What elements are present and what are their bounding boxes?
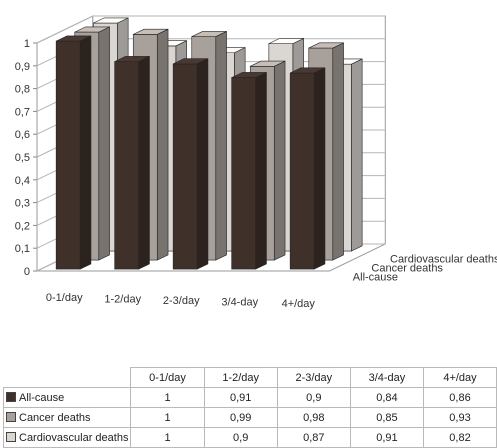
bar-front: [289, 72, 315, 270]
bar-side: [351, 58, 363, 252]
table-cell: 0,84: [349, 387, 425, 408]
y-tick-label: 0,7: [15, 106, 30, 118]
x-tick-label: 2-3/day: [163, 295, 200, 307]
table-row-label: Cardiovascular deaths: [2, 427, 132, 448]
bar-front: [55, 40, 81, 270]
bar-top: [231, 72, 267, 78]
y-tick-label: 0: [24, 266, 30, 278]
depth-axis-label: All-cause: [353, 272, 398, 284]
table-header-0: 0-1/day: [130, 367, 205, 388]
table-header-2: 2-3/day: [276, 367, 351, 388]
bar-top: [191, 31, 227, 37]
table-row-all-cause: All-cause 1 0,91 0,9 0,84 0,86: [2, 387, 497, 408]
bar-side: [196, 58, 209, 270]
data-table: 0-1/day 1-2/day 2-3/day 3/4-day 4+/day A…: [2, 367, 497, 448]
bar: [289, 67, 326, 270]
y-tick-label: 0,6: [15, 129, 30, 141]
legend-swatch-all-cause: [6, 391, 16, 402]
bar-side: [79, 35, 92, 270]
bar-top: [173, 58, 209, 65]
y-tick-label: 0,1: [15, 243, 30, 255]
bar-side: [273, 60, 286, 261]
bar: [114, 55, 150, 270]
table-cell: 1: [130, 407, 205, 428]
bar-side: [156, 28, 169, 261]
table-row-label: All-cause: [2, 387, 132, 408]
legend-swatch-cancer: [6, 411, 16, 422]
table-cell: 1: [130, 387, 205, 408]
bar-top: [133, 28, 169, 35]
table-row-label-text: All-cause: [19, 391, 65, 404]
bar-side: [255, 71, 267, 270]
bar-top: [290, 67, 326, 74]
table-row-cardiovascular-deaths: Cardiovascular deaths 1 0,9 0,87 0,91 0,…: [2, 427, 497, 448]
bar: [172, 58, 209, 270]
bar-top: [268, 38, 304, 44]
table-cell: 0,85: [349, 407, 425, 428]
legend-swatch-cardiovascular: [6, 431, 16, 442]
bar-side: [138, 55, 150, 270]
x-tick-label: 3/4-day: [221, 297, 258, 309]
y-tick-label: 0,3: [15, 198, 30, 210]
bar-chart-3d: 0 0,1 0,2 0,3 0,4 0,5 0,6 0,7 0,8 0,9 1 0-1/day 1-2/…: [15, 15, 497, 310]
bar-top: [74, 26, 110, 33]
table-corner: [3, 367, 132, 388]
y-tick-label: 0,4: [15, 175, 30, 187]
table-header-row: 0-1/day 1-2/day 2-3/day 3/4-day 4+/day: [3, 367, 497, 388]
bar-side: [332, 42, 344, 261]
table-cell: 0,9: [276, 387, 351, 408]
table-cell: 0,99: [203, 407, 278, 428]
table-cell: 0,91: [349, 427, 425, 448]
table-cell: 0,98: [276, 407, 351, 428]
bar: [231, 71, 267, 270]
depth-axis-label: Cardiovascular deaths: [390, 254, 497, 266]
bar-side: [98, 26, 110, 261]
bar-top: [250, 60, 286, 67]
bar-top: [114, 56, 150, 62]
table-row-cancer-deaths: Cancer deaths 1 0,99 0,98 0,85 0,93: [2, 407, 497, 428]
bar-top: [56, 35, 92, 42]
bar-top: [308, 42, 344, 49]
table-header-3: 3/4-day: [349, 367, 425, 388]
y-tick-label: 0,8: [15, 84, 30, 96]
x-tick-label: 0-1/day: [46, 292, 83, 304]
table-header-1: 1-2/day: [203, 367, 278, 388]
table-cell: 0,91: [203, 387, 278, 408]
y-tick-label: 0,9: [15, 61, 30, 73]
bar-front: [114, 61, 139, 270]
depth-axis-label: Cancer deaths: [371, 263, 443, 275]
table-row-label-text: Cardiovascular deaths: [19, 431, 129, 444]
y-tick-label: 1: [24, 38, 30, 50]
bar-front: [231, 77, 256, 270]
table-header-4: 4+/day: [423, 367, 497, 388]
bar: [55, 35, 92, 270]
bar-top: [93, 17, 129, 24]
x-tick-label: 4+/day: [282, 298, 316, 310]
x-tick-label: 1-2/day: [104, 294, 141, 306]
table-cell: 0,93: [423, 407, 497, 428]
gridline: [36, 15, 386, 44]
y-tick-label: 0,5: [15, 152, 30, 164]
table-row-label: Cancer deaths: [2, 407, 132, 428]
bar-side: [215, 30, 227, 261]
y-tick-label: 0,2: [15, 220, 30, 232]
table-cell: 0,86: [423, 387, 497, 408]
table-row-label-text: Cancer deaths: [19, 411, 91, 424]
bar-side: [313, 67, 326, 270]
bar-front: [172, 63, 198, 270]
